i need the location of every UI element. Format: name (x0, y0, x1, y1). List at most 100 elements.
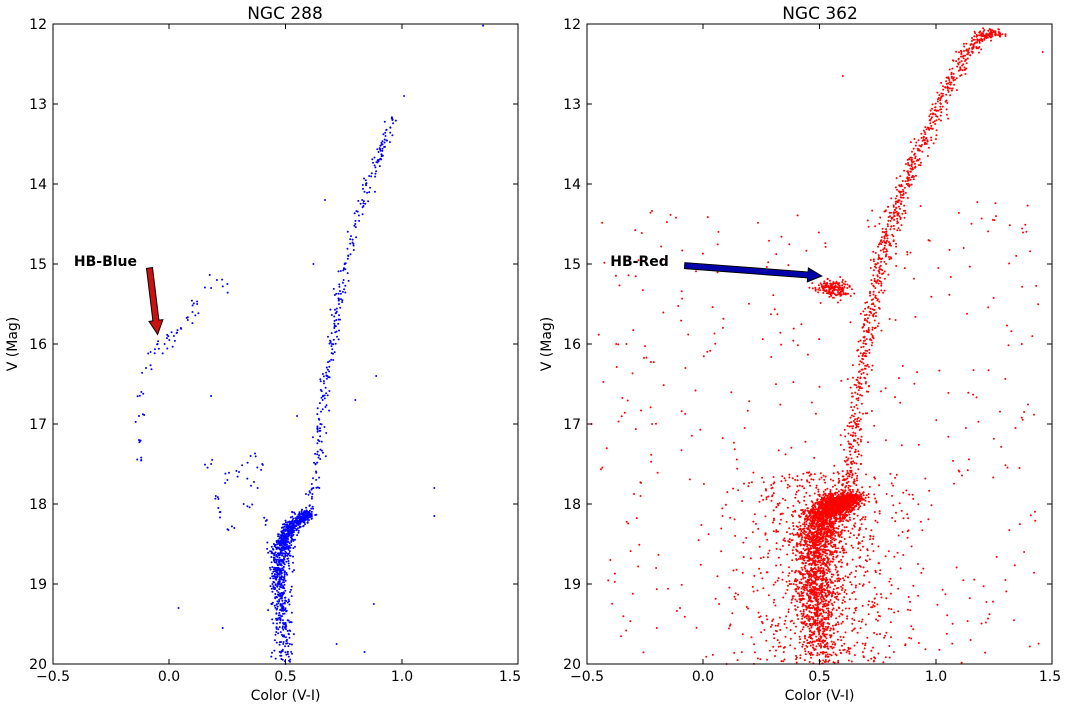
ms-point (286, 601, 289, 604)
rgb-point (948, 81, 951, 84)
ms-point (293, 569, 295, 572)
star-point (855, 423, 858, 425)
ms-point (817, 538, 820, 541)
ms-point (297, 529, 300, 532)
rgb-point (886, 223, 889, 226)
ms-point (827, 529, 830, 532)
rgb-point (316, 450, 319, 453)
ms-point (271, 575, 274, 578)
rgb-point (872, 284, 875, 287)
ms-point (814, 564, 817, 567)
rgb-point (841, 489, 844, 492)
ms-point (818, 653, 821, 656)
rgb-point (899, 175, 902, 178)
rgb-point (985, 32, 988, 35)
ms-point (267, 551, 270, 554)
rgb-point (321, 451, 324, 454)
ms-point (799, 657, 802, 659)
ms-point (823, 643, 826, 646)
ms-point (829, 629, 832, 632)
ms-point (800, 594, 803, 597)
ms-point (835, 520, 838, 522)
rgb-point (883, 241, 886, 244)
rgb-point (916, 158, 919, 161)
ms-point (267, 609, 270, 612)
rgb-point (947, 82, 949, 85)
rgb-point (963, 66, 966, 69)
star-point (147, 352, 150, 355)
rgb-point (329, 340, 332, 343)
rgb-point (860, 394, 863, 397)
star-point (149, 364, 152, 367)
rgb-point (848, 446, 851, 449)
ms-point (276, 585, 279, 588)
ms-point (283, 555, 285, 558)
ms-point (834, 545, 837, 548)
rgb-point (319, 378, 322, 381)
ms-point (808, 630, 811, 633)
rgb-point (889, 256, 892, 259)
ms-point (800, 599, 803, 602)
star-point (204, 463, 206, 466)
ms-point (817, 591, 820, 594)
rgb-point (859, 376, 862, 379)
rgb-point (886, 237, 889, 240)
ms-point (291, 515, 294, 518)
ms-point (819, 561, 821, 564)
rgb-point (971, 37, 973, 39)
ms-point (275, 617, 278, 620)
ms-point (817, 532, 820, 534)
ms-point (827, 549, 830, 552)
ms-point (287, 619, 290, 622)
ms-point (295, 529, 298, 532)
ms-point (822, 557, 825, 560)
rgb-point (930, 139, 933, 142)
rgb-point (363, 177, 365, 180)
ms-point (297, 522, 300, 525)
rgb-point (978, 46, 981, 48)
star-point (141, 413, 144, 416)
ms-point (831, 538, 834, 541)
rgb-point (863, 376, 866, 379)
ms-point (285, 642, 288, 645)
rgb-point (926, 155, 929, 157)
star-point (254, 455, 257, 458)
rgb-point (902, 188, 904, 191)
rgb-point (860, 346, 863, 349)
ms-point (285, 532, 288, 535)
rgb-point (965, 42, 968, 45)
ms-point (838, 535, 841, 538)
star-point (140, 391, 143, 393)
rgb-point (888, 256, 890, 258)
rgb-point (918, 164, 920, 166)
ms-point (822, 634, 825, 637)
ms-point (828, 528, 831, 531)
ms-point (824, 564, 827, 567)
ms-point (805, 523, 808, 526)
rgb-point (980, 48, 983, 51)
ms-point (829, 534, 832, 537)
ms-point (282, 558, 285, 561)
rgb-point (357, 199, 360, 202)
ms-point (279, 571, 282, 574)
rgb-point (912, 178, 915, 181)
rgb-point (939, 114, 942, 117)
ms-point (834, 547, 837, 550)
ms-point (281, 625, 284, 628)
rgb-point (353, 224, 356, 227)
rgb-point (852, 434, 854, 437)
ms-point (812, 616, 815, 619)
rgb-point (863, 336, 866, 339)
ms-point (274, 657, 277, 660)
rgb-point (856, 455, 859, 458)
ms-point (278, 580, 281, 583)
rgb-point (888, 258, 891, 261)
hb-point (844, 283, 847, 286)
ms-point (816, 510, 819, 513)
star-point (261, 463, 264, 466)
rgb-point (353, 212, 356, 215)
rgb-point (973, 42, 976, 45)
ms-point (861, 584, 864, 587)
ms-point (812, 647, 815, 650)
ms-point (800, 621, 803, 624)
